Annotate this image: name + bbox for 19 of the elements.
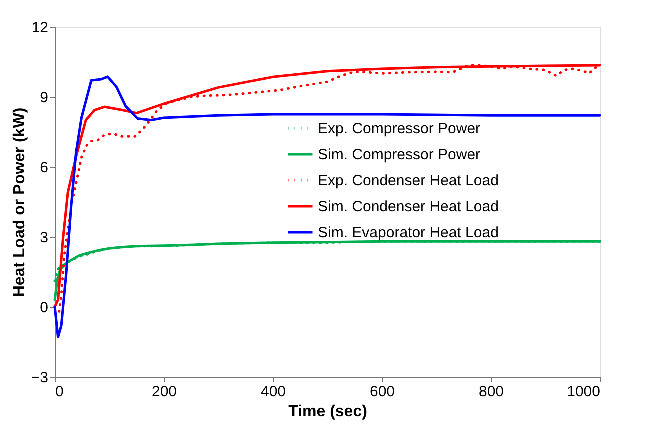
y-axis-title: Heat Load or Power (kW) [11,108,28,298]
legend-label: Sim. Compressor Power [318,146,481,164]
x-tick-label: 1000 [567,384,600,400]
y-tick-label: −3 [31,370,48,386]
x-axis-title: Time (sec) [288,404,368,420]
legend-label: Sim. Evaporator Heat Load [318,224,499,242]
x-tick-label: 0 [56,384,64,400]
y-tick-label: 0 [40,300,48,316]
y-tick-label: 3 [40,230,48,246]
legend-label: Sim. Condenser Heat Load [318,198,499,216]
x-tick-label: 400 [260,384,286,400]
legend-label: Exp. Compressor Power [318,120,481,138]
legend-label: Exp. Condenser Heat Load [318,172,499,190]
y-tick-label: 9 [40,90,48,106]
x-tick-label: 800 [478,384,504,400]
y-tick-label: 6 [40,160,48,176]
y-tick-label: 12 [32,20,48,36]
x-tick-label: 200 [152,384,178,400]
x-tick-label: 600 [370,384,396,400]
